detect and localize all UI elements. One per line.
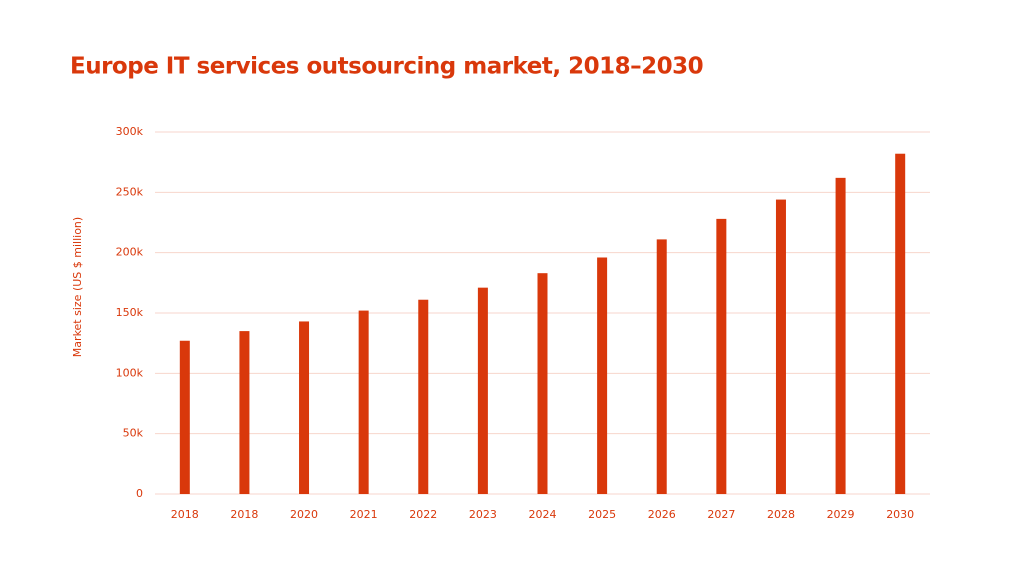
bar [716, 218, 727, 494]
y-tick-label: 250k [116, 185, 144, 198]
x-tick-label: 2023 [469, 508, 497, 521]
y-tick-label: 0 [136, 487, 143, 500]
bar [477, 287, 488, 494]
x-tick-label: 2022 [409, 508, 437, 521]
y-tick-label: 100k [116, 366, 144, 379]
bar [835, 177, 846, 494]
x-tick-label: 2029 [827, 508, 855, 521]
bar [299, 321, 310, 494]
y-axis-label: Market size (US $ million) [71, 217, 84, 357]
x-tick-label: 2024 [529, 508, 557, 521]
bar [895, 153, 906, 494]
x-tick-label: 2018 [230, 508, 258, 521]
y-tick-label: 50k [123, 427, 144, 440]
x-tick-label: 2030 [886, 508, 914, 521]
bar [179, 340, 190, 494]
y-tick-label: 300k [116, 125, 144, 138]
bar [239, 331, 250, 494]
x-tick-label: 2028 [767, 508, 795, 521]
bar [537, 273, 548, 494]
bar [358, 310, 369, 494]
bar [418, 299, 429, 494]
bar [775, 199, 786, 494]
x-tick-label: 2021 [350, 508, 378, 521]
x-tick-label: 2018 [171, 508, 199, 521]
y-tick-label: 150k [116, 306, 144, 319]
x-tick-label: 2027 [707, 508, 735, 521]
x-tick-label: 2025 [588, 508, 616, 521]
y-tick-label: 200k [116, 246, 144, 259]
x-tick-label: 2026 [648, 508, 676, 521]
chart-title: Europe IT services outsourcing market, 2… [70, 54, 703, 80]
bar [656, 239, 667, 494]
x-tick-label: 2020 [290, 508, 318, 521]
bar [597, 257, 608, 494]
